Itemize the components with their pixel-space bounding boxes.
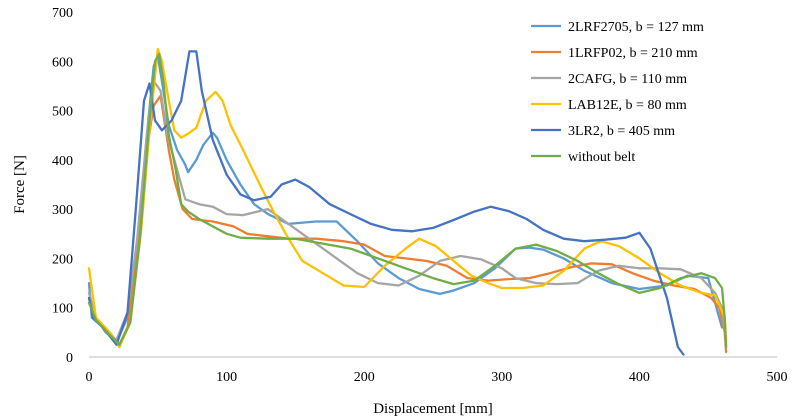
y-axis-title: Force [N] [12, 155, 28, 214]
legend-label: 3LR2, b = 405 mm [568, 124, 675, 139]
x-tick-label: 300 [491, 370, 512, 385]
series-line-3 [87, 79, 728, 349]
x-tick-label: 0 [86, 370, 93, 385]
x-axis-title: Displacement [mm] [373, 401, 493, 417]
x-tick-label: 500 [767, 370, 788, 385]
legend-label: LAB12E, b = 80 mm [568, 98, 687, 113]
y-tick-label: 400 [52, 154, 73, 169]
legend-label: 2CAFG, b = 110 mm [568, 72, 687, 87]
series-line-5 [87, 50, 685, 356]
x-tick-label: 100 [216, 370, 237, 385]
y-tick-label: 700 [52, 6, 73, 21]
y-tick-label: 200 [52, 252, 73, 267]
y-tick-label: 300 [52, 203, 73, 218]
x-tick-label: 200 [354, 370, 375, 385]
series-line-6 [87, 52, 728, 349]
y-tick-label: 500 [52, 105, 73, 120]
y-tick-label: 600 [52, 55, 73, 70]
x-tick-label: 400 [629, 370, 650, 385]
chart-legend: 2LRF2705, b = 127 mm 1LRFP02, b = 210 mm 2… [531, 20, 704, 165]
legend-label: without belt [568, 150, 635, 165]
chart-axes: 0 100 200 300 400 500 0 100 200 300 400 500 600 700 [52, 6, 788, 385]
y-tick-label: 0 [66, 351, 73, 366]
legend-label: 1LRFP02, b = 210 mm [568, 46, 698, 61]
legend-label: 2LRF2705, b = 127 mm [568, 20, 704, 35]
y-tick-label: 100 [52, 302, 73, 317]
chart-series [87, 47, 728, 356]
